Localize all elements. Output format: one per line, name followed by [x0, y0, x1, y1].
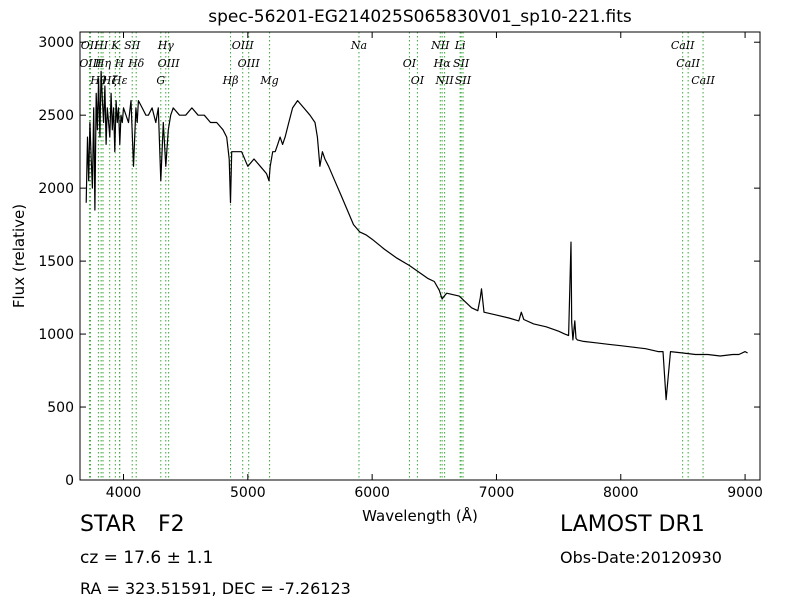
marker-label: G: [156, 74, 165, 87]
marker-label: OIII: [158, 57, 181, 70]
marker-label: Hζ: [101, 74, 119, 87]
y-tick-label: 500: [47, 400, 74, 416]
marker-label: Hθ: [89, 74, 107, 87]
marker-label: H: [114, 57, 125, 70]
marker-label: CaII: [671, 39, 695, 52]
marker-label: Hβ: [222, 74, 239, 87]
marker-label: NII: [434, 74, 454, 87]
marker-labels: OIIOIIIHθHIHηHζKHHεSIIHδGHγOIIIHβOIIIOII…: [79, 39, 715, 87]
plot-frame: [79, 31, 761, 481]
marker-label: OIII: [238, 57, 261, 70]
survey-name: LAMOST DR1: [560, 512, 705, 537]
marker-label: OIII: [232, 39, 255, 52]
x-tick-label: 4000: [106, 485, 142, 501]
marker-label: OIII: [79, 57, 102, 70]
marker-label: SII: [124, 39, 141, 52]
x-tick-label: 9000: [727, 485, 763, 501]
y-tick-label: 2000: [38, 181, 74, 197]
marker-label: Na: [350, 39, 367, 52]
spectrum-line: [85, 70, 748, 401]
marker-label: HI: [93, 39, 109, 52]
x-tick-label: 8000: [603, 485, 639, 501]
observation-date: Obs-Date:20120930: [560, 548, 722, 567]
x-tick-label: 5000: [230, 485, 266, 501]
marker-label: SII: [455, 74, 472, 87]
marker-label: Hδ: [127, 57, 145, 70]
y-ticks: 0 500 1000 1500 2000 2500 3000: [38, 35, 760, 489]
object-class-label: STAR: [80, 512, 137, 537]
marker-label: OI: [411, 74, 425, 87]
marker-label: NII: [430, 39, 450, 52]
marker-label: SII: [453, 57, 470, 70]
object-subclass-label: F2: [158, 512, 185, 537]
y-tick-label: 1000: [38, 327, 74, 343]
marker-label: K: [110, 39, 120, 52]
marker-label: CaII: [691, 74, 715, 87]
marker-label: Mg: [259, 74, 278, 87]
marker-label: CaII: [676, 57, 700, 70]
object-class: STAR F2: [80, 512, 185, 537]
y-tick-label: 3000: [38, 35, 74, 51]
marker-lines: [89, 32, 704, 480]
marker-label: Hε: [111, 74, 128, 87]
x-tick-label: 7000: [479, 485, 515, 501]
y-tick-label: 0: [65, 473, 74, 489]
x-tick-label: 6000: [354, 485, 390, 501]
y-tick-label: 2500: [38, 108, 74, 124]
marker-label: Hη: [94, 57, 112, 70]
marker-label: Li: [454, 39, 466, 52]
marker-label: OI: [403, 57, 417, 70]
y-tick-label: 1500: [38, 254, 74, 270]
coordinates-text: RA = 323.51591, DEC = -7.26123: [80, 579, 351, 598]
x-ticks: 4000 5000 6000 7000 8000 9000: [106, 32, 763, 501]
marker-label: Hα: [433, 57, 452, 70]
marker-label: Hγ: [157, 39, 175, 52]
chart-title: spec-56201-EG214025S065830V01_sp10-221.f…: [208, 7, 632, 27]
redshift-text: cz = 17.6 ± 1.1: [80, 548, 214, 568]
x-axis-label: Wavelength (Å): [362, 506, 478, 525]
y-axis-label: Flux (relative): [10, 204, 28, 308]
